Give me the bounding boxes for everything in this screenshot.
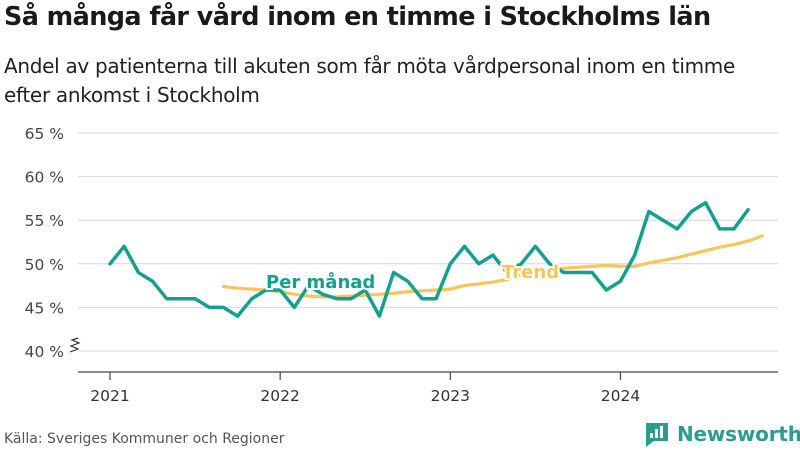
source-note: Källa: Sveriges Kommuner och Regioner bbox=[4, 431, 285, 447]
series-line-per-manad bbox=[108, 201, 750, 318]
series-label-per-manad: Per månad bbox=[266, 271, 375, 293]
x-tick-label: 2021 bbox=[90, 387, 129, 405]
y-tick-label: 65 % bbox=[25, 125, 64, 143]
y-tick-label: 40 % bbox=[25, 343, 64, 361]
x-tick-label: 2023 bbox=[431, 387, 470, 405]
series-line-trend bbox=[221, 234, 764, 299]
y-tick-label: 45 % bbox=[25, 299, 64, 317]
chart-title: Så många får vård inom en timme i Stockh… bbox=[4, 2, 711, 32]
series-label-trend: Trend bbox=[502, 262, 559, 283]
x-tick-label: 2024 bbox=[601, 387, 640, 405]
brand-logo: Newsworthy bbox=[644, 420, 800, 448]
x-tick-label: 2022 bbox=[260, 387, 299, 405]
y-tick-label: 50 % bbox=[25, 256, 64, 274]
axis-break-icon bbox=[69, 337, 81, 353]
brand-name: Newsworthy bbox=[677, 422, 800, 446]
bar-chart-logo-icon bbox=[646, 423, 668, 447]
chart-subtitle: Andel av patienterna till akuten som får… bbox=[4, 54, 735, 107]
y-tick-label: 60 % bbox=[25, 169, 64, 187]
line-chart: 40 % 45 % 50 % 55 % 60 % 65 % 2021 2022 2023 2024… bbox=[25, 125, 778, 405]
y-tick-label: 55 % bbox=[25, 212, 64, 230]
